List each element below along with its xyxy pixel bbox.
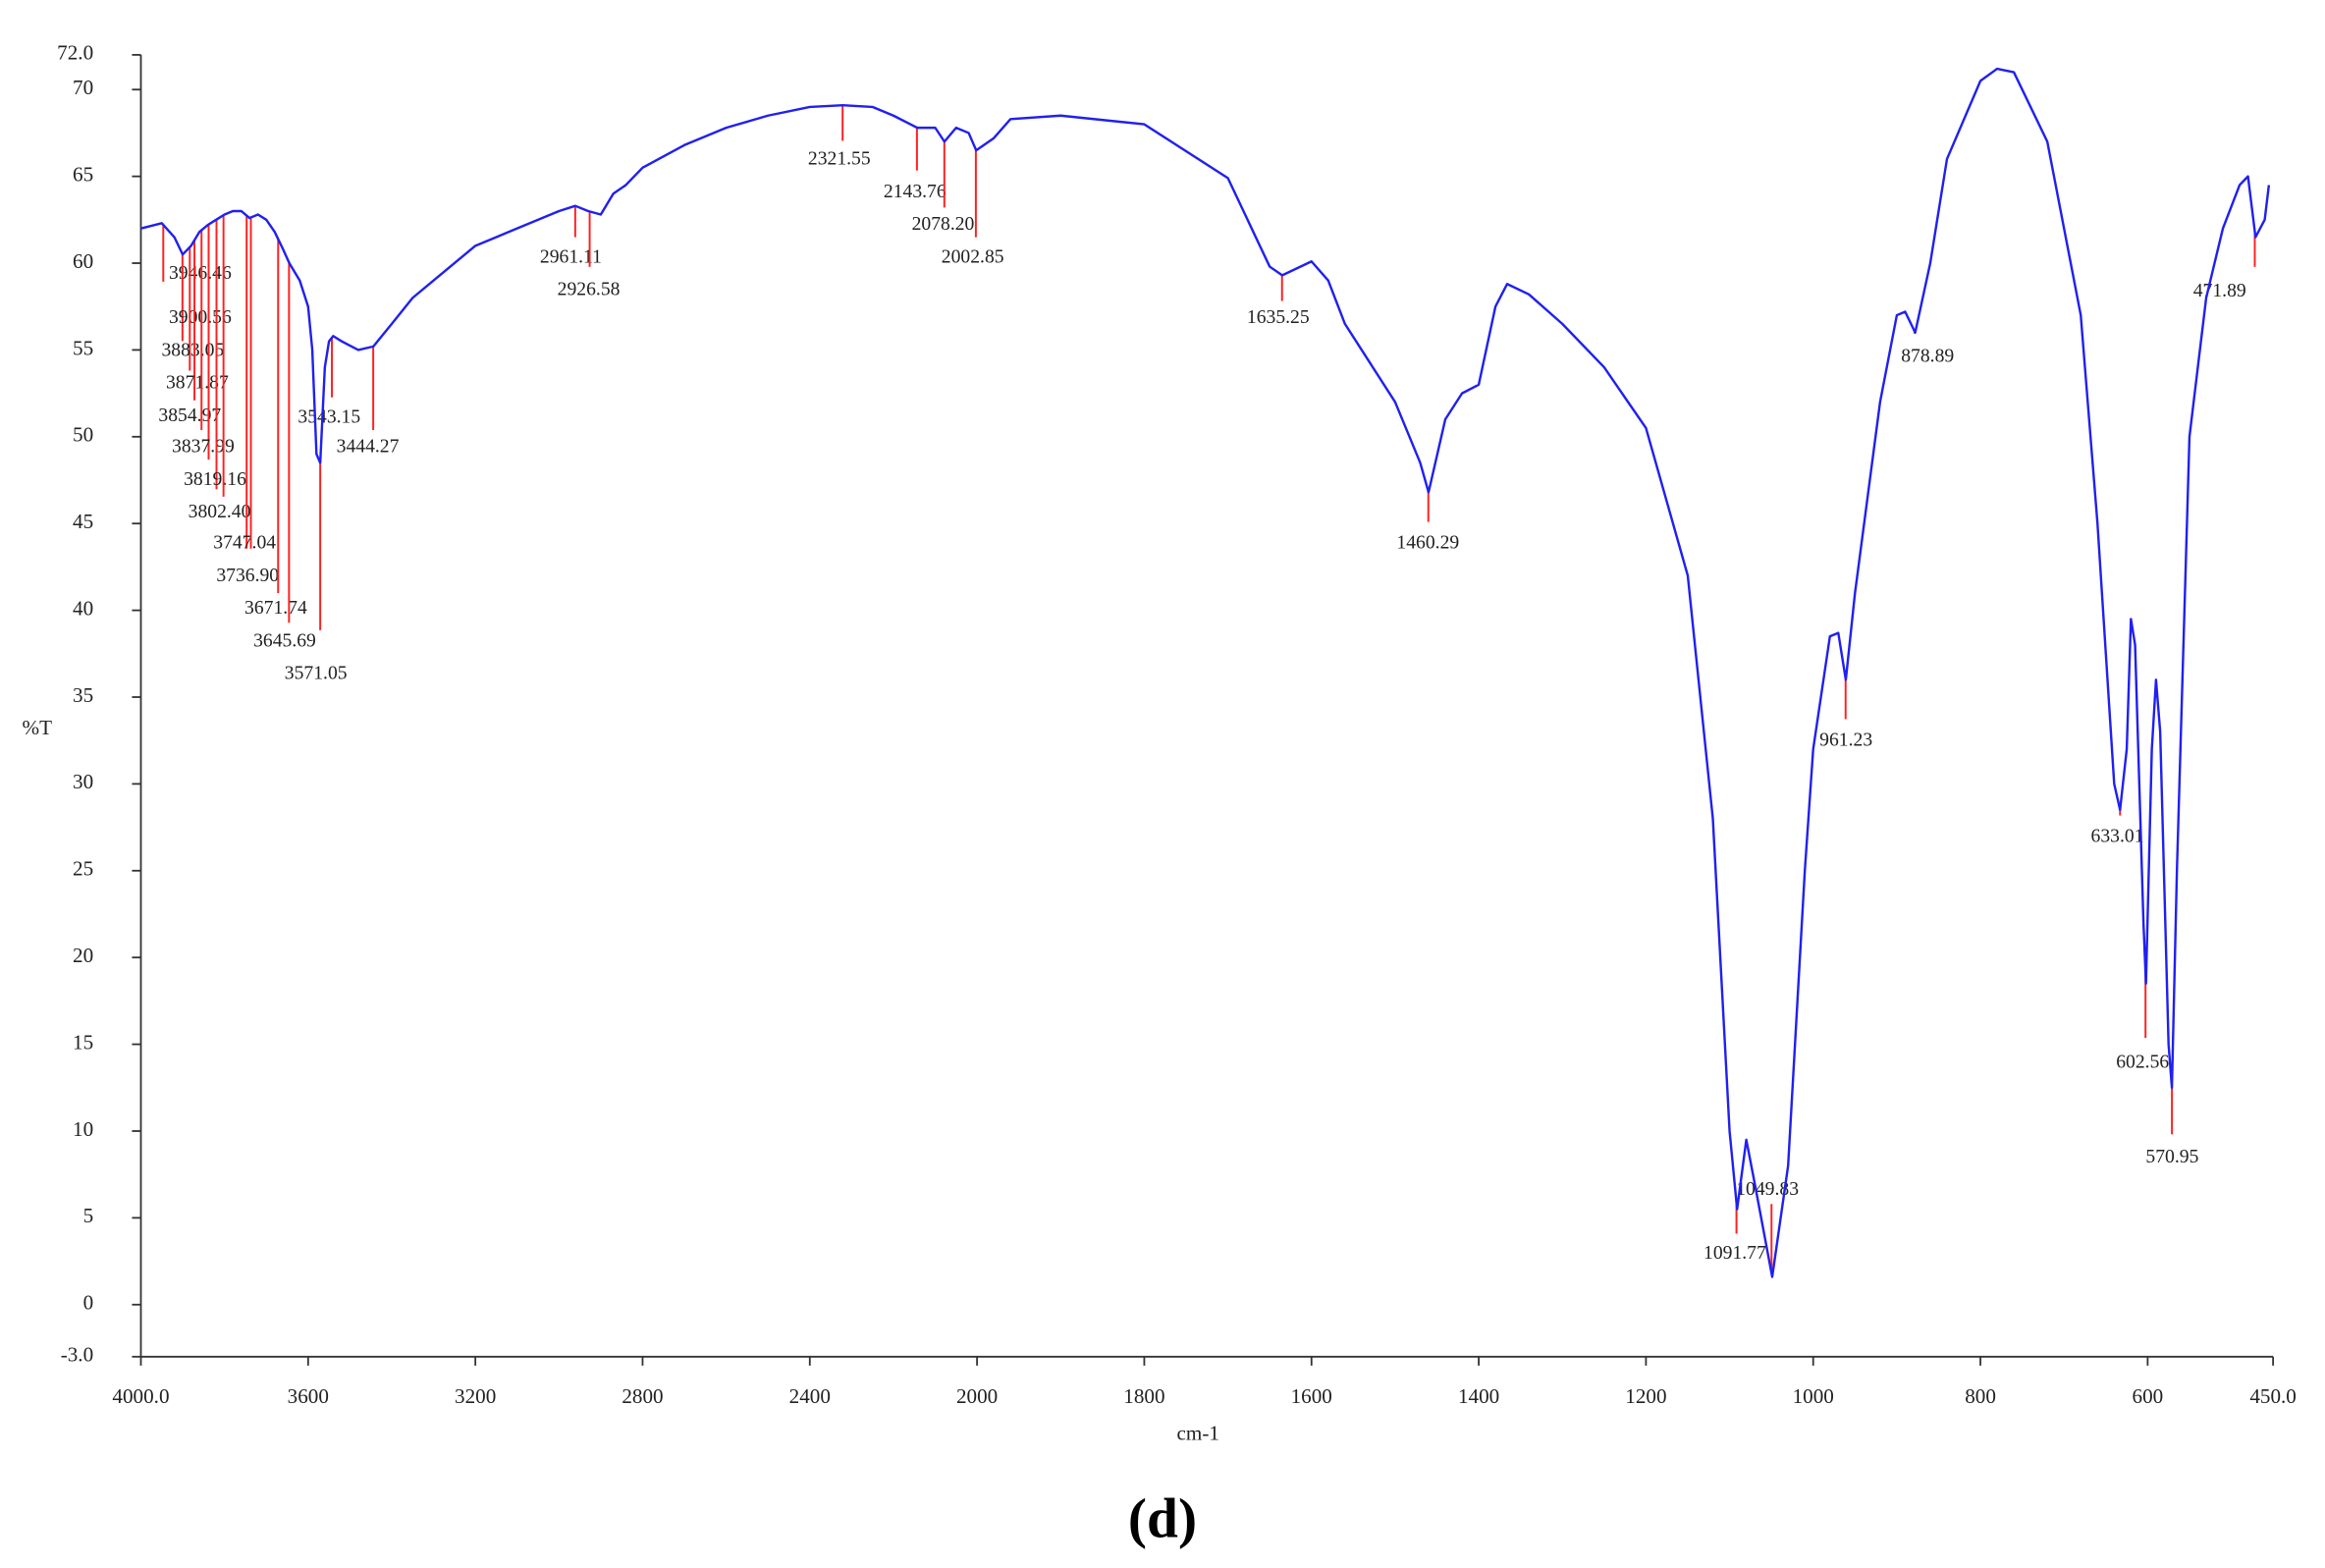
peak-label: 2926.58 (558, 279, 621, 299)
x-tick-label: 1800 (1123, 1384, 1164, 1408)
peak-label: 3645.69 (253, 630, 316, 651)
peak-label: 2321.55 (808, 149, 871, 170)
peak-label: 3671.74 (244, 598, 307, 619)
y-tick-label: 40 (73, 596, 93, 620)
x-tick-label: 450.0 (2249, 1384, 2297, 1408)
x-tick-label: 1400 (1458, 1384, 1499, 1408)
peak-label: 3571.05 (285, 664, 348, 684)
peak-label: 1635.25 (1247, 307, 1310, 328)
peak-label: 2961.11 (540, 246, 602, 267)
y-tick-label: 20 (73, 944, 93, 967)
peak-label: 1091.77 (1703, 1243, 1766, 1264)
peak-label: 3883.05 (161, 340, 224, 360)
y-tick-label: 10 (73, 1117, 93, 1141)
x-tick-label: 600 (2133, 1384, 2164, 1408)
y-tick-label: 55 (73, 336, 93, 359)
y-tick-label: 25 (73, 857, 93, 881)
x-tick-label: 2000 (956, 1384, 998, 1408)
peak-label: 1460.29 (1396, 533, 1459, 554)
peak-label: 602.56 (2116, 1052, 2169, 1072)
y-axis-label: %T (23, 716, 53, 739)
x-tick-label: 1200 (1625, 1384, 1666, 1408)
x-tick-label: 2400 (789, 1384, 831, 1408)
peak-label: 3854.97 (158, 406, 221, 426)
y-tick-label: 50 (73, 423, 93, 447)
peak-label: 2002.85 (942, 246, 1004, 267)
x-axis-label: cm-1 (1177, 1422, 1219, 1445)
peak-label: 633.01 (2091, 827, 2144, 847)
peak-label: 961.23 (1819, 730, 1872, 751)
y-tick-label: 70 (73, 76, 93, 99)
y-tick-label: 5 (83, 1204, 94, 1227)
y-tick-label: 45 (73, 510, 93, 533)
peak-label: 3946.46 (169, 263, 232, 284)
y-tick-label: 72.0 (57, 41, 93, 65)
peak-label: 3871.87 (166, 373, 229, 394)
peak-label: 3747.04 (213, 533, 276, 554)
y-tick-label: 0 (83, 1291, 94, 1315)
x-tick-label: 3600 (288, 1384, 329, 1408)
peak-label: 3819.16 (184, 469, 246, 490)
peak-label: 570.95 (2145, 1147, 2198, 1167)
y-tick-label: 65 (73, 162, 93, 186)
peak-label: 2078.20 (912, 214, 975, 235)
x-tick-label: 2800 (622, 1384, 663, 1408)
x-tick-label: 4000.0 (112, 1384, 169, 1408)
caption: (d) (1128, 1488, 1197, 1550)
y-tick-label: 30 (73, 770, 93, 793)
y-tick-label: 35 (73, 683, 93, 707)
peak-label: 3802.40 (189, 502, 251, 522)
peak-label: 3837.99 (172, 437, 235, 458)
peak-label: 3736.90 (216, 566, 279, 586)
peak-label: 2143.76 (884, 182, 946, 202)
peak-label: 3543.15 (297, 406, 360, 427)
y-tick-label: -3.0 (61, 1343, 93, 1367)
spectrum-line (140, 67, 2271, 1278)
peak-label: 3900.56 (169, 307, 232, 328)
x-tick-label: 800 (1965, 1384, 1996, 1408)
peak-label: 878.89 (1901, 346, 1954, 366)
y-tick-label: 15 (73, 1030, 93, 1054)
peak-label: 3444.27 (337, 437, 400, 458)
peak-label: 1049.83 (1736, 1179, 1799, 1200)
y-tick-label: 60 (73, 249, 93, 273)
x-tick-label: 1600 (1291, 1384, 1332, 1408)
x-tick-label: 1000 (1793, 1384, 1834, 1408)
x-tick-label: 3200 (455, 1384, 496, 1408)
peak-label: 471.89 (2193, 281, 2246, 301)
